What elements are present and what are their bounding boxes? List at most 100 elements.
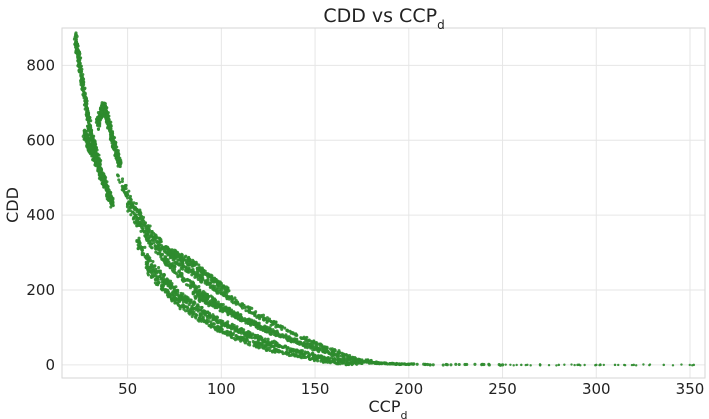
scatter-point	[319, 354, 323, 358]
scatter-point	[198, 313, 202, 318]
scatter-point	[294, 338, 298, 343]
scatter-point	[210, 298, 214, 302]
scatter-point	[154, 250, 158, 254]
scatter-point	[251, 339, 255, 344]
scatter-point	[137, 211, 141, 215]
scatter-point	[275, 331, 280, 336]
scatter-point	[150, 275, 154, 279]
scatter-point	[173, 261, 177, 265]
scatter-point	[78, 61, 82, 65]
scatter-point	[139, 229, 143, 233]
scatter-point	[135, 219, 139, 223]
scatter-point	[257, 313, 261, 318]
scatter-point	[77, 64, 81, 69]
scatter-point	[428, 363, 432, 367]
scatter-point	[132, 220, 136, 224]
scatter-point	[275, 344, 280, 348]
scatter-point	[236, 301, 240, 305]
scatter-point	[152, 241, 156, 245]
scatter-point	[178, 304, 182, 308]
scatter-point	[285, 346, 289, 350]
scatter-point	[250, 333, 254, 337]
scatter-point	[257, 317, 262, 321]
scatter-point	[113, 153, 117, 158]
scatter-point	[118, 180, 122, 184]
scatter-point	[271, 328, 275, 332]
scatter-point	[463, 362, 467, 367]
scatter-point	[76, 44, 80, 48]
x-tick-label: 250	[488, 380, 517, 398]
scatter-point	[188, 312, 192, 316]
scatter-point	[197, 266, 201, 270]
scatter-point	[178, 271, 182, 275]
scatter-point	[225, 331, 229, 335]
scatter-point	[299, 352, 304, 356]
scatter-point	[249, 323, 253, 327]
scatter-point	[304, 355, 308, 360]
scatter-point	[266, 328, 270, 332]
scatter-point	[247, 340, 252, 345]
scatter-point	[150, 269, 155, 273]
scatter-point	[97, 168, 102, 172]
scatter-point	[634, 364, 638, 367]
scatter-point	[116, 160, 120, 165]
scatter-point	[449, 363, 453, 367]
scatter-point	[216, 326, 220, 330]
scatter-point	[207, 314, 211, 318]
scatter-point	[415, 362, 419, 366]
scatter-point	[378, 361, 382, 365]
scatter-point	[129, 197, 133, 201]
scatter-point	[175, 297, 179, 301]
scatter-point	[182, 296, 186, 300]
scatter-point	[184, 300, 188, 304]
scatter-point	[151, 236, 155, 240]
y-axis-label: CDD	[3, 187, 22, 223]
scatter-point	[444, 362, 448, 367]
scatter-point	[166, 291, 170, 295]
scatter-point	[197, 308, 201, 312]
scatter-point	[156, 278, 160, 282]
scatter-point	[366, 360, 370, 364]
scatter-point	[191, 271, 195, 275]
scatter-point	[206, 301, 210, 305]
scatter-point	[82, 131, 87, 135]
scatter-point	[230, 335, 234, 340]
scatter-point	[99, 110, 104, 114]
x-tick-label: 200	[394, 380, 423, 398]
scatter-point	[167, 280, 171, 284]
scatter-point	[573, 363, 576, 367]
chart-title: CDD vs CCPd	[323, 5, 444, 32]
scatter-point	[88, 127, 92, 131]
scatter-point	[229, 296, 233, 300]
scatter-point	[630, 363, 634, 367]
scatter-point	[279, 324, 283, 329]
scatter-point	[302, 352, 306, 357]
scatter-point	[134, 202, 138, 206]
scatter-point	[84, 104, 89, 109]
scatter-point	[304, 337, 308, 341]
scatter-point	[160, 276, 164, 280]
scatter-point	[84, 134, 89, 139]
scatter-point	[613, 363, 617, 367]
scatter-point	[108, 126, 112, 130]
scatter-point	[144, 237, 149, 241]
scatter-point	[174, 252, 179, 257]
scatter-point	[168, 295, 172, 299]
scatter-point	[500, 363, 505, 367]
scatter-point	[261, 340, 266, 344]
scatter-point	[260, 315, 264, 319]
scatter-point	[223, 285, 227, 289]
scatter-point	[169, 286, 173, 290]
scatter-point	[512, 364, 515, 367]
scatter-point	[234, 334, 238, 338]
scatter-point	[300, 349, 304, 353]
scatter-point	[238, 330, 242, 334]
scatter-point	[215, 291, 219, 295]
scatter-point	[131, 217, 135, 221]
scatter-point	[487, 363, 491, 367]
scatter-point	[125, 202, 130, 206]
scatter-point	[81, 85, 85, 89]
y-tick-label: 800	[26, 56, 55, 74]
scatter-point	[275, 349, 280, 353]
